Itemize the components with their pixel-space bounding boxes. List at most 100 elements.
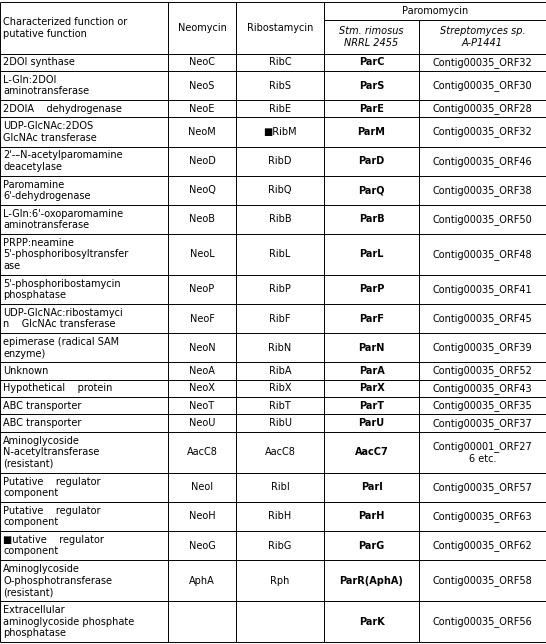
Text: Contig00001_ORF27
6 etc.: Contig00001_ORF27 6 etc.: [432, 441, 532, 464]
Text: 2'-–N-acetylparomamine
deacetylase: 2'-–N-acetylparomamine deacetylase: [3, 150, 123, 172]
Text: Contig00035_ORF39: Contig00035_ORF39: [432, 343, 532, 353]
Text: NeoC: NeoC: [189, 57, 215, 67]
Text: NeoN: NeoN: [189, 343, 215, 353]
Text: NeoF: NeoF: [189, 314, 215, 324]
Text: Contig00035_ORF50: Contig00035_ORF50: [432, 214, 532, 225]
Text: UDP-GlcNAc:2DOS
GlcNAc transferase: UDP-GlcNAc:2DOS GlcNAc transferase: [3, 121, 97, 143]
Text: AacC8: AacC8: [187, 448, 217, 457]
Text: Aminoglycoside
N-acetyltransferase
(resistant): Aminoglycoside N-acetyltransferase (resi…: [3, 436, 99, 469]
Text: Streptomyces sp.
A-P1441: Streptomyces sp. A-P1441: [440, 26, 525, 48]
Text: NeoT: NeoT: [189, 401, 215, 411]
Text: ParL: ParL: [359, 249, 384, 260]
Text: RibL: RibL: [269, 249, 290, 260]
Text: ParN: ParN: [358, 343, 385, 353]
Text: ParD: ParD: [358, 156, 384, 166]
Text: Aminoglycoside
O-phosphotransferase
(resistant): Aminoglycoside O-phosphotransferase (res…: [3, 564, 112, 597]
Text: RibS: RibS: [269, 80, 291, 91]
Text: Contig00035_ORF52: Contig00035_ORF52: [432, 366, 532, 377]
Text: Putative    regulator
component: Putative regulator component: [3, 477, 100, 498]
Text: PRPP:neamine
5'-phosphoribosyltransfer
ase: PRPP:neamine 5'-phosphoribosyltransfer a…: [3, 238, 128, 271]
Text: ParU: ParU: [358, 418, 384, 428]
Text: RibA: RibA: [269, 366, 291, 376]
Text: NeoI: NeoI: [191, 482, 213, 492]
Text: Neomycin: Neomycin: [177, 23, 227, 33]
Text: Putative    regulator
component: Putative regulator component: [3, 506, 100, 527]
Text: RibC: RibC: [269, 57, 292, 67]
Text: RibD: RibD: [268, 156, 292, 166]
Text: ParM: ParM: [358, 127, 385, 137]
Text: RibH: RibH: [269, 511, 292, 522]
Text: RibT: RibT: [269, 401, 291, 411]
Text: Paromamine
6'-dehydrogenase: Paromamine 6'-dehydrogenase: [3, 180, 91, 201]
Text: NeoH: NeoH: [189, 511, 215, 522]
Text: Contig00035_ORF37: Contig00035_ORF37: [432, 418, 532, 429]
Text: NeoQ: NeoQ: [188, 185, 216, 195]
Text: Ribostamycin: Ribostamycin: [247, 23, 313, 33]
Text: ParE: ParE: [359, 104, 384, 114]
Text: ParH: ParH: [358, 511, 385, 522]
Text: Contig00035_ORF35: Contig00035_ORF35: [432, 401, 532, 412]
Text: NeoL: NeoL: [189, 249, 215, 260]
Text: NeoD: NeoD: [188, 156, 216, 166]
Text: AacC8: AacC8: [265, 448, 295, 457]
Text: Contig00035_ORF28: Contig00035_ORF28: [432, 103, 532, 114]
Text: RibB: RibB: [269, 214, 292, 225]
Text: AacC7: AacC7: [354, 448, 388, 457]
Text: RibG: RibG: [268, 540, 292, 551]
Text: Stm. rimosus
NRRL 2455: Stm. rimosus NRRL 2455: [339, 26, 403, 48]
Text: ParR(AphA): ParR(AphA): [340, 576, 403, 585]
Text: Contig00035_ORF38: Contig00035_ORF38: [432, 185, 532, 196]
Text: Characterized function or
putative function: Characterized function or putative funct…: [3, 17, 127, 39]
Text: 5'-phosphoribostamycin
phosphatase: 5'-phosphoribostamycin phosphatase: [3, 279, 121, 300]
Text: NeoP: NeoP: [189, 285, 215, 294]
Text: Contig00035_ORF58: Contig00035_ORF58: [432, 575, 532, 586]
Text: Contig00035_ORF63: Contig00035_ORF63: [432, 511, 532, 522]
Text: ■RibM: ■RibM: [263, 127, 297, 137]
Text: Contig00035_ORF57: Contig00035_ORF57: [432, 482, 532, 493]
Text: ParQ: ParQ: [358, 185, 385, 195]
Text: L-Gln:6'-oxoparomamine
aminotransferase: L-Gln:6'-oxoparomamine aminotransferase: [3, 209, 123, 231]
Text: Contig00035_ORF41: Contig00035_ORF41: [432, 284, 532, 295]
Text: Unknown: Unknown: [3, 366, 49, 376]
Text: NeoA: NeoA: [189, 366, 215, 376]
Text: AphA: AphA: [189, 576, 215, 585]
Text: Hypothetical    protein: Hypothetical protein: [3, 383, 112, 393]
Text: ParP: ParP: [359, 285, 384, 294]
Text: NeoM: NeoM: [188, 127, 216, 137]
Text: Extracellular
aminoglycoside phosphate
phosphatase: Extracellular aminoglycoside phosphate p…: [3, 605, 134, 638]
Text: RibF: RibF: [269, 314, 291, 324]
Text: ParG: ParG: [358, 540, 384, 551]
Text: ABC transporter: ABC transporter: [3, 418, 81, 428]
Text: ParB: ParB: [359, 214, 384, 225]
Text: ParC: ParC: [359, 57, 384, 67]
Text: ABC transporter: ABC transporter: [3, 401, 81, 411]
Text: L-Gln:2DOI
aminotransferase: L-Gln:2DOI aminotransferase: [3, 75, 89, 97]
Text: Contig00035_ORF30: Contig00035_ORF30: [432, 80, 532, 91]
Text: Contig00035_ORF62: Contig00035_ORF62: [432, 540, 532, 551]
Text: NeoX: NeoX: [189, 383, 215, 393]
Text: NeoE: NeoE: [189, 104, 215, 114]
Text: ParT: ParT: [359, 401, 384, 411]
Text: Contig00035_ORF46: Contig00035_ORF46: [432, 156, 532, 167]
Text: ParA: ParA: [359, 366, 384, 376]
Text: NeoU: NeoU: [189, 418, 215, 428]
Text: Contig00035_ORF45: Contig00035_ORF45: [432, 313, 532, 324]
Text: RibQ: RibQ: [268, 185, 292, 195]
Text: Contig00035_ORF56: Contig00035_ORF56: [432, 616, 532, 627]
Text: ParS: ParS: [359, 80, 384, 91]
Text: ParX: ParX: [359, 383, 384, 393]
Text: UDP-GlcNAc:ribostamyci
n    GlcNAc transferase: UDP-GlcNAc:ribostamyci n GlcNAc transfer…: [3, 308, 123, 330]
Text: 2DOI synthase: 2DOI synthase: [3, 57, 75, 67]
Text: ParF: ParF: [359, 314, 384, 324]
Text: ■utative    regulator
component: ■utative regulator component: [3, 535, 104, 556]
Text: Rph: Rph: [270, 576, 290, 585]
Text: Contig00035_ORF48: Contig00035_ORF48: [432, 249, 532, 260]
Text: Paromomycin: Paromomycin: [402, 6, 468, 16]
Text: Contig00035_ORF43: Contig00035_ORF43: [432, 383, 532, 394]
Text: RibN: RibN: [269, 343, 292, 353]
Text: epimerase (radical SAM
enzyme): epimerase (radical SAM enzyme): [3, 337, 119, 359]
Text: NeoG: NeoG: [188, 540, 215, 551]
Text: 2DOIA    dehydrogenase: 2DOIA dehydrogenase: [3, 104, 122, 114]
Text: RibE: RibE: [269, 104, 291, 114]
Text: RibI: RibI: [271, 482, 289, 492]
